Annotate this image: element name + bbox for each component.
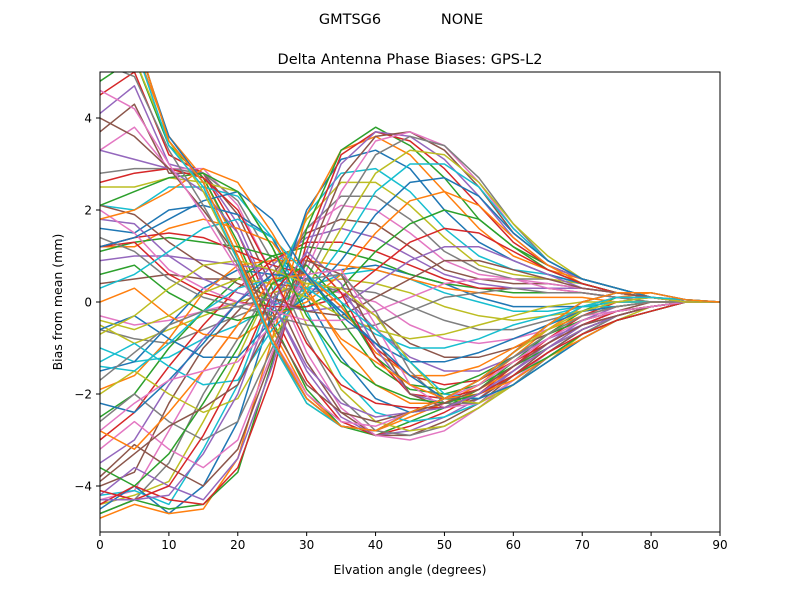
y-tick-label: −2: [74, 388, 92, 402]
x-tick-label: 20: [230, 538, 245, 552]
y-axis-label: Bias from mean (mm): [50, 234, 65, 371]
y-tick-label: 2: [84, 204, 92, 218]
x-tick-label: 90: [712, 538, 727, 552]
x-tick-label: 30: [299, 538, 314, 552]
series-line-az-200: [100, 177, 720, 358]
header-radome: NONE: [441, 12, 483, 28]
x-tick-label: 80: [643, 538, 658, 552]
y-axis: −4 −2 0 2 4: [74, 112, 100, 494]
x-tick-label: 10: [161, 538, 176, 552]
y-tick-label: 0: [84, 296, 92, 310]
x-tick-label: 60: [506, 538, 521, 552]
series-line-az-315: [100, 167, 720, 409]
plot-lines: [100, 72, 720, 519]
y-tick-label: 4: [84, 112, 92, 126]
x-axis-label: Elvation angle (degrees): [333, 562, 486, 577]
x-tick-label: 40: [368, 538, 383, 552]
header-station: GMTSG6: [319, 12, 381, 28]
y-tick-label: −4: [74, 480, 92, 494]
x-axis: 0 10 20 30 40 50 60 70 80 90: [96, 532, 728, 552]
x-tick-label: 0: [96, 538, 104, 552]
x-tick-label: 70: [575, 538, 590, 552]
series-line-az-355: [146, 72, 720, 432]
chart-title: Delta Antenna Phase Biases: GPS-L2: [278, 52, 543, 68]
x-tick-label: 50: [437, 538, 452, 552]
